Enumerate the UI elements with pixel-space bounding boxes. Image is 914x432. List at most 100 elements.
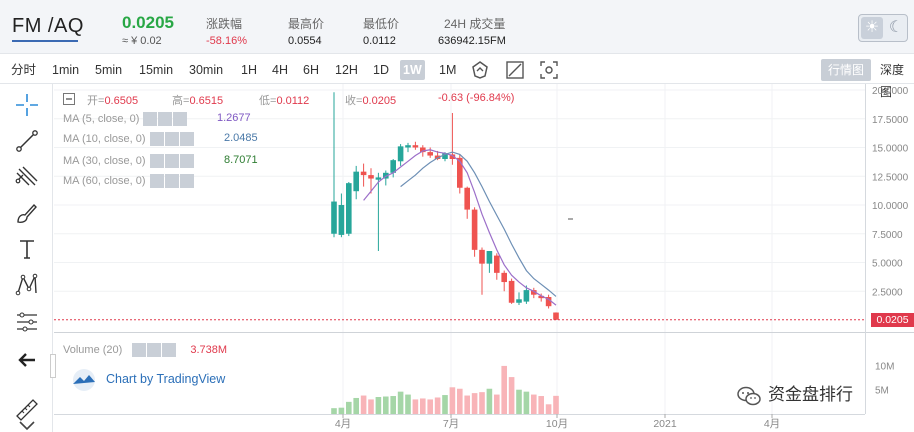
volume-bar: [383, 396, 389, 414]
candle-body: [516, 299, 522, 303]
interval-1h[interactable]: 1H: [241, 63, 257, 77]
volume-bar: [375, 397, 382, 414]
eye-icon: [149, 132, 164, 147]
low-value: 0.0112: [363, 35, 396, 47]
volume-bar: [486, 388, 493, 414]
interval-1min[interactable]: 1min: [52, 63, 80, 77]
candle-body: [331, 201, 337, 234]
volume-bar: [501, 365, 507, 414]
volume-bar: [531, 394, 537, 414]
interval-1w[interactable]: 1W: [400, 60, 425, 80]
candle-body: [501, 272, 507, 283]
ma30-legend[interactable]: MA (30, close, 0): [63, 153, 195, 169]
legend-open: 开=0.6505: [87, 95, 139, 107]
collapse-legend-icon[interactable]: [63, 93, 75, 105]
tradingview-link[interactable]: Chart by TradingView: [68, 367, 225, 391]
volume-bar: [427, 399, 433, 414]
drawing-toolbar: [0, 84, 56, 432]
volume-bar: [516, 389, 522, 414]
candle-body: [420, 147, 426, 153]
volume-value: 636942.15FM: [438, 35, 506, 47]
pattern-icon[interactable]: [13, 271, 41, 299]
interval-6h[interactable]: 6H: [303, 63, 319, 77]
volume-bar: [471, 393, 478, 414]
volume-bar: [353, 397, 359, 414]
candle-body: [545, 297, 552, 307]
back-arrow-icon[interactable]: [13, 346, 41, 374]
interval-time[interactable]: 分时: [11, 63, 37, 77]
trend-line-icon[interactable]: [13, 127, 41, 155]
volume-legend[interactable]: Volume (20) 3.738M: [63, 343, 228, 357]
ma5-legend[interactable]: MA (5, close, 0): [63, 111, 188, 127]
volume-value: 3.738M: [190, 343, 228, 356]
interval-5min[interactable]: 5min: [95, 63, 123, 77]
tab-depth-chart[interactable]: 深度图: [880, 63, 905, 99]
legend-low: 低=0.0112: [259, 95, 310, 107]
close-icon: [179, 132, 194, 147]
price-axis: 20.0000 17.5000 15.0000 12.5000 10.0000 7.500…: [872, 86, 909, 298]
interval-15min[interactable]: 15min: [139, 63, 174, 77]
tradingview-logo-icon: [73, 368, 95, 391]
price-tick-label: 12.5000: [872, 172, 909, 183]
measure-icon[interactable]: [13, 308, 41, 336]
price-tick-label: 7.5000: [872, 230, 903, 241]
time-tick-label: 4月: [764, 418, 780, 430]
indicator-icon[interactable]: [469, 59, 491, 81]
legend-close: 收=0.0205: [345, 95, 397, 107]
brush-icon[interactable]: [13, 199, 41, 227]
tab-market-chart[interactable]: 行情图: [821, 59, 872, 81]
theme-toggle[interactable]: ☀ ☾: [858, 14, 908, 42]
volume-bar: [523, 391, 530, 414]
ruler-icon[interactable]: [13, 394, 41, 422]
time-axis: 4月 7月 10月 2021 4月: [335, 414, 780, 430]
candle-body: [353, 171, 359, 192]
volume-bar: [434, 397, 441, 414]
ma10-value: 2.0485: [224, 132, 258, 144]
volume-bar: [397, 391, 404, 414]
high-label: 最高价: [288, 17, 325, 31]
ma60-legend[interactable]: MA (60, close, 0): [63, 173, 195, 189]
pair-title[interactable]: FM /AQ: [12, 15, 84, 37]
cny-price: ≈ ¥ 0.02: [122, 35, 162, 47]
volume-tick-label: 5M: [875, 386, 889, 397]
interval-4h[interactable]: 4H: [272, 63, 288, 77]
interval-30min[interactable]: 30min: [189, 63, 224, 77]
candle-body: [375, 177, 382, 180]
chart-grid: [54, 84, 865, 414]
compare-icon[interactable]: [504, 59, 526, 81]
pitchfork-icon[interactable]: [13, 163, 41, 191]
change-value: -58.16%: [206, 35, 247, 47]
candle-body: [464, 187, 470, 210]
sun-icon[interactable]: ☀: [861, 17, 883, 39]
gear-icon: [164, 132, 179, 147]
close-icon: [162, 343, 177, 357]
candle-body: [405, 145, 411, 148]
text-icon[interactable]: [13, 235, 41, 263]
eye-icon: [132, 343, 147, 357]
chevron-down-icon[interactable]: [18, 420, 36, 432]
chart-area[interactable]: 20.0000 17.5000 15.0000 12.5000 10.0000 7.500…: [54, 84, 914, 432]
candle-body: [471, 209, 478, 250]
ma10-legend[interactable]: MA (10, close, 0): [63, 131, 195, 147]
screenshot-icon[interactable]: [538, 59, 560, 81]
interval-12h[interactable]: 12H: [335, 63, 358, 77]
interval-1d[interactable]: 1D: [373, 63, 389, 77]
volume-bar: [390, 396, 396, 414]
legend-buttons: [149, 131, 195, 147]
close-icon: [179, 174, 194, 189]
volume-bar: [346, 401, 352, 414]
moon-icon[interactable]: ☾: [888, 19, 904, 36]
interval-1m[interactable]: 1M: [439, 63, 457, 77]
pair-underline: [12, 40, 78, 42]
toolbar-collapse-handle[interactable]: [50, 354, 56, 378]
legend-buttons: [149, 173, 195, 189]
volume-bar: [449, 387, 456, 414]
candle-body: [479, 249, 485, 264]
low-label: 最低价: [363, 17, 400, 31]
candlestick-chart[interactable]: 20.0000 17.5000 15.0000 12.5000 10.0000 7.500…: [54, 84, 914, 432]
candle-body: [486, 251, 493, 264]
volume-tick-label: 10M: [875, 361, 894, 372]
crosshair-icon[interactable]: [13, 91, 41, 119]
volume-bar: [412, 399, 419, 414]
candle-body: [531, 290, 537, 295]
